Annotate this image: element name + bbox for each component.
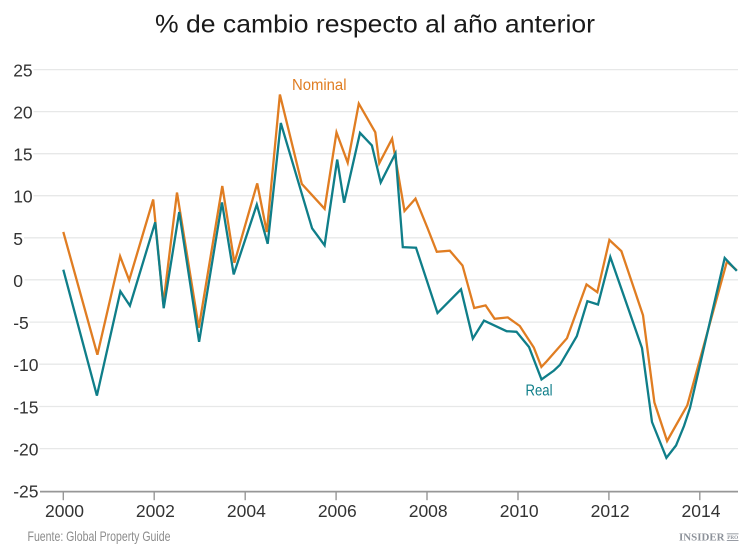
svg-text:-25: -25 bbox=[13, 481, 38, 501]
svg-text:Fuente: Global Property Guide: Fuente: Global Property Guide bbox=[28, 528, 171, 544]
svg-text:10: 10 bbox=[13, 187, 33, 207]
svg-text:20: 20 bbox=[13, 103, 33, 123]
svg-text:-10: -10 bbox=[13, 355, 39, 375]
svg-text:2002: 2002 bbox=[136, 501, 175, 521]
svg-text:2012: 2012 bbox=[591, 501, 630, 521]
svg-text:2000: 2000 bbox=[45, 501, 84, 521]
svg-text:-5: -5 bbox=[13, 313, 29, 333]
svg-text:-20: -20 bbox=[13, 440, 39, 460]
svg-text:-15: -15 bbox=[13, 398, 38, 418]
svg-text:2008: 2008 bbox=[409, 501, 448, 521]
svg-text:Nominal: Nominal bbox=[292, 77, 347, 94]
svg-text:25: 25 bbox=[13, 61, 32, 81]
svg-text:PRO: PRO bbox=[727, 535, 738, 541]
svg-text:15: 15 bbox=[13, 145, 32, 165]
svg-text:0: 0 bbox=[13, 271, 23, 291]
svg-text:% de cambio respecto al año an: % de cambio respecto al año anterior bbox=[155, 11, 595, 39]
svg-text:5: 5 bbox=[13, 229, 23, 249]
svg-text:2006: 2006 bbox=[318, 501, 357, 521]
svg-text:Real: Real bbox=[526, 383, 553, 400]
svg-text:2004: 2004 bbox=[227, 501, 266, 521]
svg-text:INSIDER: INSIDER bbox=[679, 532, 725, 543]
svg-text:2010: 2010 bbox=[500, 501, 539, 521]
svg-text:2014: 2014 bbox=[682, 501, 721, 521]
